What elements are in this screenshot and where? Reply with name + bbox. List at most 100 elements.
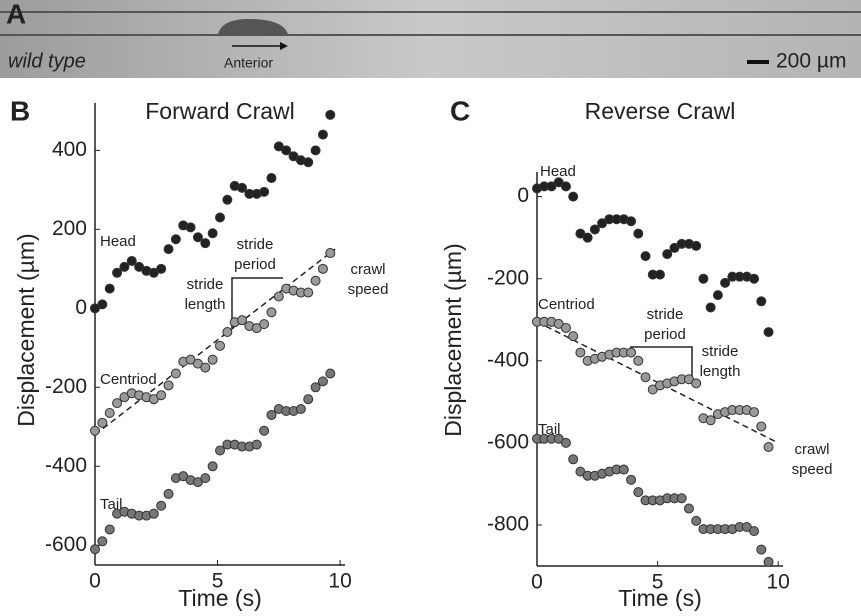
point [310, 275, 321, 286]
point [303, 157, 314, 168]
point [156, 500, 167, 511]
point [560, 181, 571, 192]
genotype: wild type [8, 50, 86, 72]
point [325, 109, 336, 120]
annotation: speed [792, 461, 833, 478]
point [273, 291, 284, 302]
y-tick-label: -600 [45, 533, 87, 556]
point [207, 228, 218, 239]
y-tick-label: -800 [487, 513, 529, 536]
point [756, 544, 767, 555]
panel-label: C [450, 95, 470, 126]
point [691, 515, 702, 526]
point [207, 354, 218, 365]
point [712, 290, 723, 301]
point [303, 287, 314, 298]
point [691, 378, 702, 389]
point [676, 493, 687, 504]
point [266, 409, 277, 420]
chart-title: Reverse Crawl [585, 98, 736, 124]
point [251, 439, 262, 450]
point [97, 417, 108, 428]
point [112, 267, 123, 278]
point [575, 347, 586, 358]
point [317, 263, 328, 274]
point [626, 474, 637, 485]
series-label: Tail [538, 421, 561, 438]
point [763, 441, 774, 452]
y-tick-label: -400 [45, 454, 87, 477]
point [749, 407, 760, 418]
larva [218, 18, 288, 34]
point [317, 376, 328, 387]
x-tick-label: 5 [212, 570, 224, 593]
point [633, 487, 644, 498]
annotation: stride [702, 343, 739, 360]
point [266, 173, 277, 184]
annotation: stride [187, 276, 224, 293]
annotation: period [644, 326, 686, 343]
point [662, 249, 673, 260]
x-tick-label: 0 [89, 570, 101, 593]
point [215, 212, 225, 223]
point [215, 445, 225, 456]
panel-label: A [6, 0, 26, 29]
point [582, 232, 593, 243]
point [163, 488, 174, 499]
point [207, 461, 218, 472]
point [705, 302, 716, 313]
annotation: length [700, 363, 741, 380]
point [104, 524, 115, 535]
annotation: crawl [350, 261, 385, 278]
point [222, 194, 233, 205]
annotation: length [185, 296, 226, 313]
trend-line [94, 248, 336, 436]
point [763, 556, 774, 567]
point [259, 319, 270, 330]
point [568, 454, 579, 465]
series-label: Tail [100, 496, 123, 513]
point [259, 425, 270, 436]
point [325, 368, 336, 379]
y-tick-label: 200 [52, 217, 87, 240]
series-label: Head [100, 233, 136, 250]
point [303, 394, 314, 405]
point [163, 244, 174, 255]
x-tick-label: 10 [328, 570, 351, 593]
y-tick-label: -200 [45, 375, 87, 398]
stride-bracket [630, 346, 693, 378]
y-tick-label: 400 [52, 138, 87, 161]
arrow-head [280, 42, 288, 50]
annotation: period [234, 256, 276, 273]
series-label: Head [540, 163, 576, 180]
point [720, 277, 731, 288]
annotation: crawl [794, 441, 829, 458]
stride-bracket [231, 277, 283, 328]
point [683, 503, 694, 514]
point [170, 368, 181, 379]
point [560, 437, 571, 448]
point [237, 182, 248, 193]
point [626, 216, 637, 227]
point [626, 347, 637, 358]
point [97, 299, 108, 310]
y-tick-label: -200 [487, 266, 529, 289]
point [589, 224, 600, 235]
annotation: speed [348, 281, 389, 298]
point [317, 129, 328, 140]
annotation: stride [647, 306, 684, 323]
point [237, 315, 248, 326]
x-tick-label: 0 [531, 571, 543, 594]
x-axis-label: Time (s) [178, 585, 261, 611]
series-label: Centriod [100, 371, 157, 388]
point [618, 464, 629, 475]
point [749, 273, 760, 284]
point [310, 145, 321, 156]
point [763, 327, 774, 338]
point [200, 238, 211, 249]
annotation: stride [237, 236, 274, 253]
y-tick-label: -600 [487, 430, 529, 453]
point [170, 234, 181, 245]
point [295, 404, 306, 415]
